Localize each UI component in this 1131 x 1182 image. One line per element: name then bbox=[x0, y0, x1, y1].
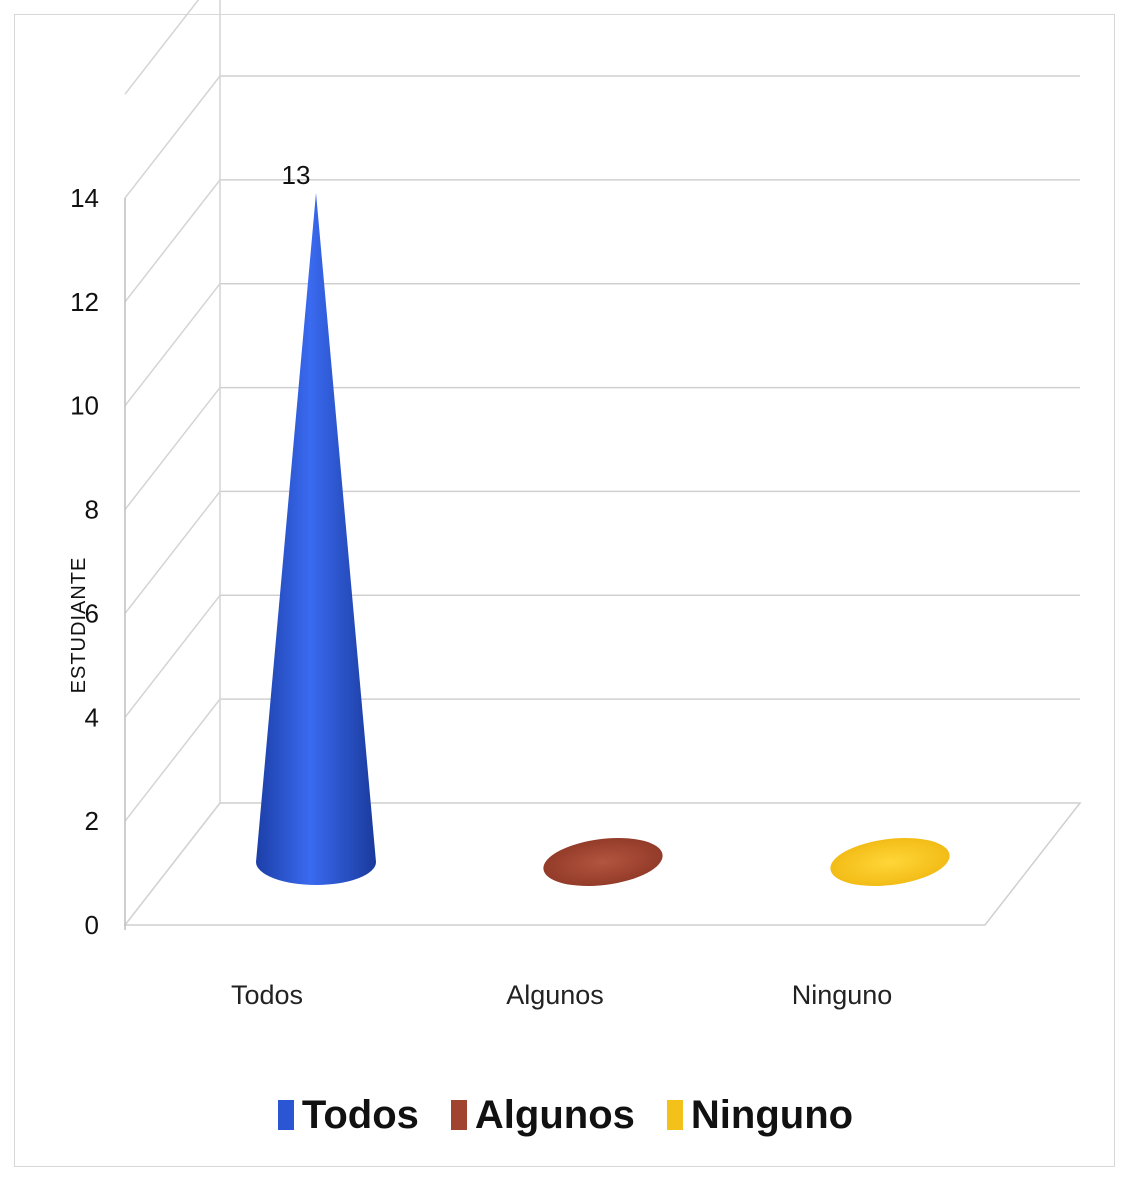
y-tick-label: 4 bbox=[85, 702, 99, 732]
legend-swatch bbox=[277, 1100, 294, 1130]
legend-item: Todos bbox=[277, 1092, 419, 1138]
cones bbox=[256, 193, 950, 886]
cone-base-ninguno bbox=[830, 838, 950, 886]
category-label: Ninguno bbox=[792, 980, 893, 1010]
cone-base-algunos bbox=[543, 838, 663, 886]
gridline-diagonal bbox=[124, 387, 221, 511]
data-label: 13 bbox=[282, 160, 311, 190]
legend-label: Todos bbox=[301, 1092, 419, 1137]
legend-label: Ninguno bbox=[690, 1092, 854, 1137]
y-tick-label: 14 bbox=[70, 183, 99, 213]
y-axis: 0 2 4 6 8 10 12 14 ESTUDIANTE bbox=[68, 183, 126, 940]
legend-swatch bbox=[450, 1100, 467, 1130]
gridline-diagonal bbox=[124, 802, 221, 926]
gridline-diagonal bbox=[124, 490, 221, 614]
chart-frame bbox=[14, 14, 1115, 1167]
y-axis-title: ESTUDIANTE bbox=[68, 557, 90, 694]
labels: 13 Todos Algunos Ninguno bbox=[231, 160, 892, 1010]
legend-item: Ninguno bbox=[666, 1092, 854, 1138]
y-tick-label: 6 bbox=[85, 598, 99, 628]
category-label: Algunos bbox=[506, 980, 604, 1010]
gridlines bbox=[123, 0, 1082, 926]
legend-label: Algunos bbox=[474, 1092, 635, 1137]
gridline-diagonal bbox=[124, 594, 221, 718]
gridline-diagonal bbox=[124, 283, 221, 407]
y-tick-label: 0 bbox=[85, 910, 99, 940]
y-tick-label: 8 bbox=[85, 495, 99, 525]
gridline-diagonal bbox=[124, 0, 200, 95]
gridline-diagonal bbox=[124, 698, 221, 822]
legend: Todos Algunos Ninguno bbox=[0, 1085, 1131, 1145]
legend-item: Algunos bbox=[450, 1092, 635, 1138]
category-label: Todos bbox=[231, 980, 303, 1010]
y-tick-label: 2 bbox=[85, 806, 99, 836]
gridline-diagonal bbox=[124, 179, 221, 303]
gridline-diagonal bbox=[124, 75, 221, 199]
y-tick-label: 10 bbox=[70, 391, 99, 421]
legend-swatch bbox=[666, 1100, 683, 1130]
cone-todos bbox=[256, 193, 376, 885]
y-tick-label: 12 bbox=[70, 287, 99, 317]
